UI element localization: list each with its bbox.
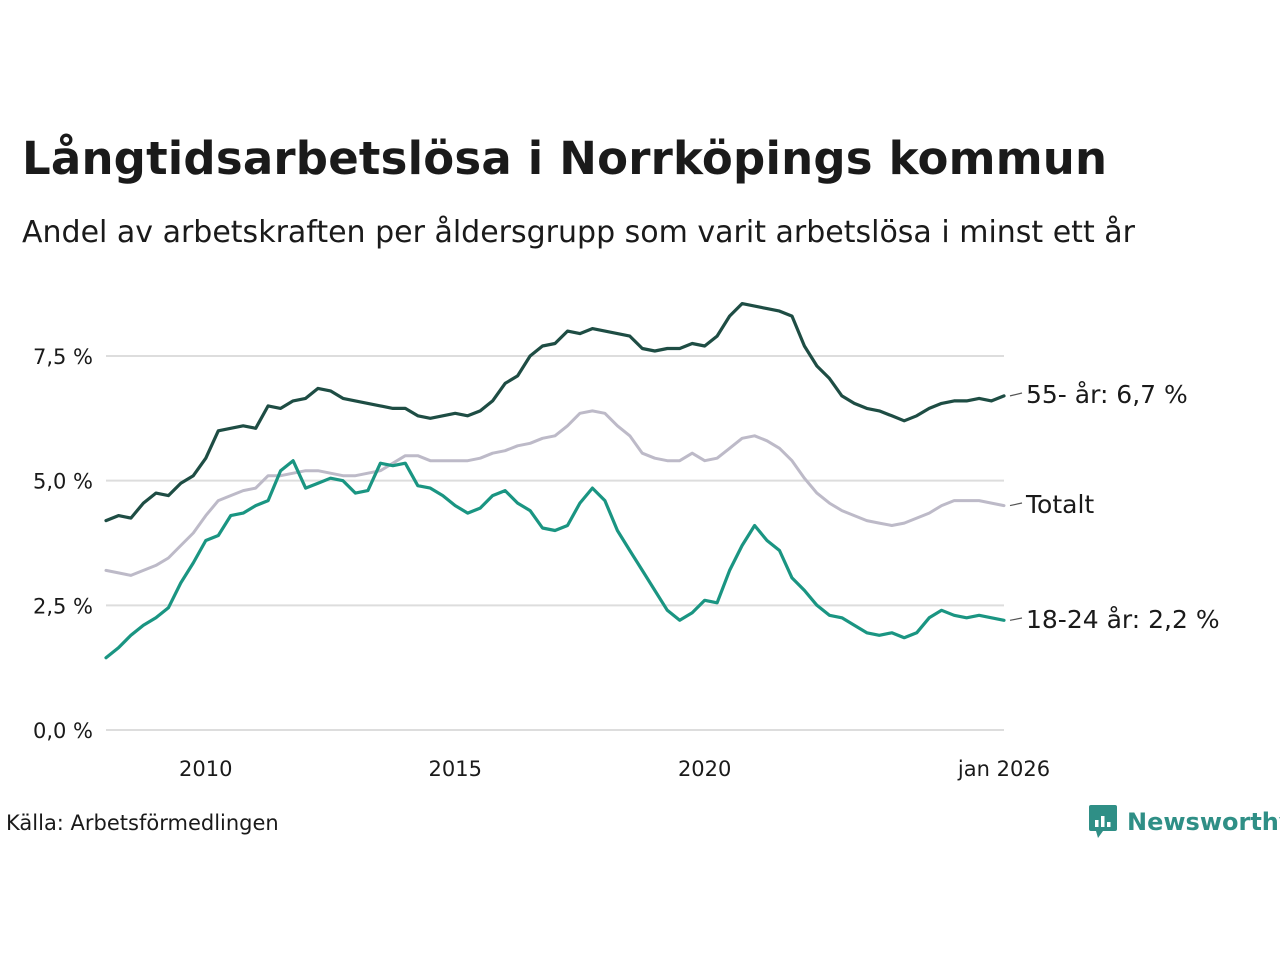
end-labels: Totalt 18-24 år: 2,2 % 55- år: 6,7 %: [1009, 380, 1220, 634]
series-line-total: [104, 409, 1006, 577]
brand-name: Newsworthy: [1127, 808, 1280, 836]
newsworthy-logo[interactable]: Newsworthy: [1088, 804, 1280, 840]
x-tick-label: 2015: [428, 757, 481, 781]
newsworthy-logo-icon: [1089, 805, 1117, 838]
x-tick-label: 2010: [179, 757, 232, 781]
end-label-older: 55- år: 6,7 %: [1026, 380, 1188, 409]
chart-title: Långtidsarbetslösa i Norrköpings kommun: [22, 132, 1108, 185]
series-line-young: [104, 459, 1006, 660]
series-line-older: [104, 302, 1006, 523]
y-tick-label: 7,5 %: [33, 345, 93, 369]
x-tick-label: 2020: [678, 757, 731, 781]
chart-subtitle: Andel av arbetskraften per åldersgrupp s…: [22, 215, 1135, 250]
label-leader-young: [1009, 617, 1023, 621]
y-axis-ticks: 0,0 % 2,5 % 5,0 % 7,5 %: [33, 345, 93, 743]
end-label-total: Totalt: [1025, 490, 1094, 519]
label-leader-total: [1009, 502, 1023, 507]
y-tick-label: 0,0 %: [33, 719, 93, 743]
x-axis-ticks: 2010 2015 2020 jan 2026: [179, 757, 1050, 781]
y-tick-label: 2,5 %: [33, 594, 93, 618]
source-note: Källa: Arbetsförmedlingen: [6, 811, 279, 835]
x-tick-label: jan 2026: [957, 757, 1050, 781]
series-layer: [104, 302, 1006, 660]
end-label-young: 18-24 år: 2,2 %: [1026, 605, 1220, 634]
y-tick-label: 5,0 %: [33, 470, 93, 494]
grid-layer: [106, 355, 1004, 731]
label-leader-older: [1009, 392, 1023, 397]
